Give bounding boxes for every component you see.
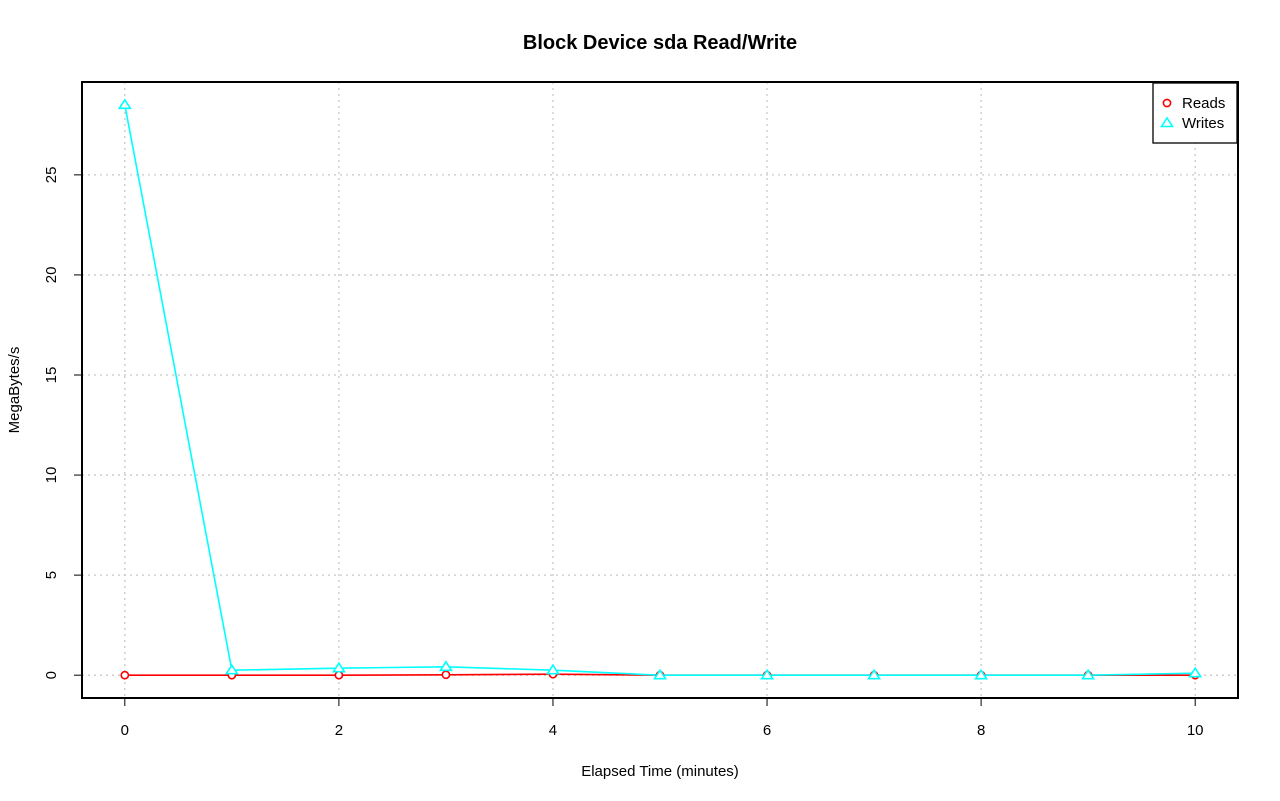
data-point-writes xyxy=(867,668,882,680)
legend-label-writes: Writes xyxy=(1182,115,1224,132)
data-point-writes xyxy=(224,663,239,675)
data-point-writes xyxy=(1188,666,1203,678)
y-tick-label: 15 xyxy=(43,367,60,384)
legend-label-reads: Reads xyxy=(1182,95,1225,112)
x-tick-label: 10 xyxy=(1187,722,1204,739)
x-axis-label: Elapsed Time (minutes) xyxy=(581,763,739,780)
legend-box xyxy=(1152,82,1238,144)
data-point-reads xyxy=(441,670,451,680)
data-point-writes xyxy=(331,661,346,673)
data-point-writes xyxy=(545,663,560,675)
data-point-reads xyxy=(120,670,130,680)
chart-title: Block Device sda Read/Write xyxy=(523,32,797,54)
x-tick-label: 0 xyxy=(121,722,129,739)
y-tick-label: 20 xyxy=(43,267,60,284)
x-axis: 0 2 4 6 8 10 xyxy=(121,697,1204,739)
legend: Reads Writes xyxy=(1152,82,1238,144)
series-line-writes xyxy=(124,104,1196,676)
data-point-writes xyxy=(117,98,132,110)
legend-marker-reads xyxy=(1162,98,1172,108)
x-tick-label: 8 xyxy=(977,722,985,739)
x-tick-label: 6 xyxy=(763,722,771,739)
y-tick-label: 0 xyxy=(43,671,60,679)
y-tick-label: 10 xyxy=(43,467,60,484)
data-point-writes xyxy=(974,668,989,680)
y-axis: 0 5 10 15 20 25 xyxy=(43,167,83,679)
data-point-reads xyxy=(334,670,344,680)
x-tick-label: 2 xyxy=(335,722,343,739)
series-markers xyxy=(117,98,1203,680)
data-point-writes xyxy=(653,668,667,680)
legend-marker-writes xyxy=(1160,116,1174,128)
data-point-writes xyxy=(760,668,775,680)
grid xyxy=(82,82,1238,698)
y-axis-label: MegaBytes/s xyxy=(6,347,23,434)
x-tick-label: 4 xyxy=(549,722,557,739)
y-tick-label: 25 xyxy=(43,167,60,184)
data-point-writes xyxy=(438,660,453,672)
y-tick-label: 5 xyxy=(43,571,60,579)
data-point-writes xyxy=(1081,668,1096,680)
series-lines xyxy=(124,104,1196,676)
